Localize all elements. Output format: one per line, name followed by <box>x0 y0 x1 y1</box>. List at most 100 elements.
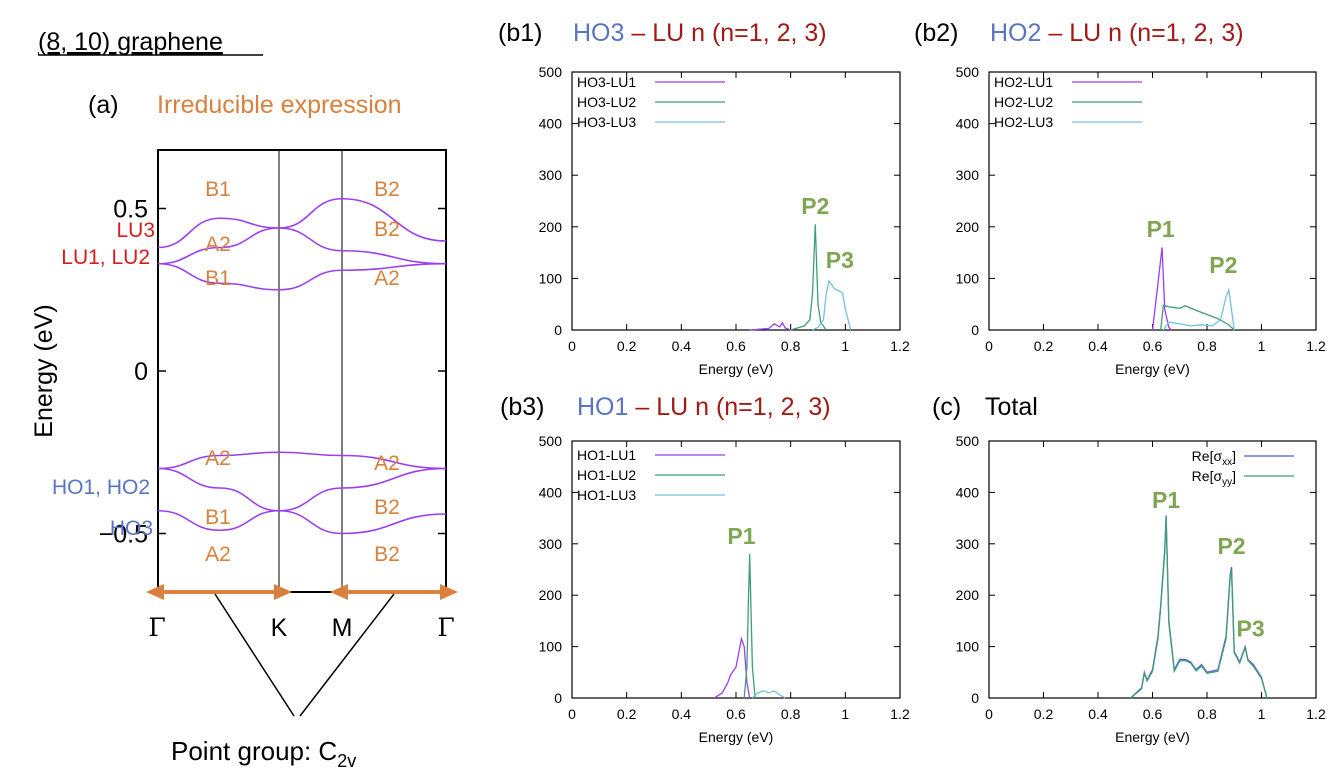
x-tick-label: 1.2 <box>1306 706 1326 722</box>
y-tick-label: 100 <box>956 270 980 286</box>
x-tick-label: 1.2 <box>1306 338 1326 354</box>
series-line-ho1-lu2 <box>743 554 756 699</box>
series-line-ho1-lu3 <box>751 690 786 699</box>
series-line-re-xx- <box>1130 515 1268 699</box>
x-tick-label: 0.6 <box>726 706 746 722</box>
plot-frame <box>988 440 1317 699</box>
legend-label: HO1-LU2 <box>577 467 636 483</box>
y-axis-label: Energy (eV) <box>30 304 58 437</box>
peak-label-p2: P2 <box>1217 533 1245 559</box>
y-tick-label: 400 <box>539 484 563 500</box>
x-tick-label: 1 <box>1258 706 1266 722</box>
y-tick-label: 400 <box>956 116 980 132</box>
plot-frame <box>988 71 1317 331</box>
legend-label: HO1-LU3 <box>577 487 636 503</box>
legend: HO2-LU1 HO2-LU2 HO2-LU3 <box>994 74 1142 130</box>
panel-a-heading: Irreducible expression <box>157 91 402 119</box>
legend-text: Re[σ <box>1192 448 1223 464</box>
band-line-ho3 <box>157 509 447 535</box>
k-point-label: Γ <box>437 613 454 642</box>
irrep-label: B2 <box>374 496 400 519</box>
band-line-lu1 <box>157 262 447 291</box>
panel-b1-title-lu: LU n (n=1, 2, 3) <box>652 19 826 47</box>
series-line-ho2-lu1 <box>1151 247 1173 331</box>
legend-label: HO2-LU1 <box>994 74 1053 90</box>
panel-b2-title: HO2 – LU n (n=1, 2, 3) <box>990 19 1244 47</box>
x-tick-label: 0.4 <box>672 706 692 722</box>
y-tick-label: 100 <box>539 639 563 655</box>
panel-b2-title-lu: LU n (n=1, 2, 3) <box>1069 19 1243 47</box>
y-tick-label: 0 <box>971 322 979 338</box>
y-tick-label: 200 <box>539 587 563 603</box>
panel-c-title: Total <box>985 393 1038 421</box>
band-plot-frame <box>157 149 447 593</box>
x-tick-label: 0.6 <box>1143 706 1163 722</box>
pointer-line-left <box>214 593 295 717</box>
legend-label: HO2-LU2 <box>994 94 1053 110</box>
x-tick-label: 0.8 <box>1197 706 1217 722</box>
legend-label: Re[σxx] <box>1192 448 1236 468</box>
x-tick-label: 1.2 <box>890 338 910 354</box>
spectrum-plot-b1: 0 0.2 0.4 0.6 0.8 1 1.2 0 100 200 300 400 500 Energy … <box>539 64 910 377</box>
legend-text: ] <box>1232 468 1236 484</box>
panel-b2-label: (b2) <box>914 19 958 47</box>
irrep-label: A2 <box>205 543 231 566</box>
panel-b2-title-dash: – <box>1041 19 1069 47</box>
level-label-ho1-ho2: HO1, HO2 <box>52 476 150 499</box>
peak-label-p3: P3 <box>826 247 854 273</box>
irrep-label: B1 <box>205 267 231 290</box>
legend: HO1-LU1 HO1-LU2 HO1-LU3 <box>577 447 725 503</box>
irrep-label: A2 <box>205 233 231 256</box>
y-tick-label: 400 <box>539 116 563 132</box>
peak-label-p3: P3 <box>1237 615 1265 641</box>
plot-frame <box>571 71 901 331</box>
series-line-ho3-lu2 <box>790 224 827 331</box>
irrep-label: B1 <box>205 506 231 529</box>
legend-label: Re[σyy] <box>1192 468 1236 488</box>
legend-subscript: yy <box>1222 477 1232 488</box>
series-line-ho2-lu2 <box>1160 304 1235 331</box>
y-tick-label: 300 <box>956 536 980 552</box>
series-line-ho2-lu3 <box>1162 287 1235 331</box>
series-line-ho3-lu1 <box>749 321 791 331</box>
irrep-label: B2 <box>374 218 400 241</box>
y-tick-label: 200 <box>956 219 980 235</box>
irrep-label: A2 <box>205 447 231 470</box>
m-gamma-arrow <box>330 584 458 600</box>
y-tick-label: −0.5 <box>99 521 148 549</box>
series-line-re-yy- <box>1130 518 1268 699</box>
y-tick-label: 500 <box>956 64 980 80</box>
panel-b1-title-dash: – <box>624 19 652 47</box>
y-tick-label: 0.5 <box>113 196 148 224</box>
spectrum-plot-c: 0 0.2 0.4 0.6 0.8 1 1.2 0 100 200 300 400 500 Energy … <box>956 433 1326 745</box>
legend-text: ] <box>1232 448 1236 464</box>
x-tick-label: 1 <box>841 338 849 354</box>
panel-a-label: (a) <box>88 91 119 119</box>
figure-title: (8, 10) graphene <box>38 28 223 56</box>
point-group-text: Point group: C <box>171 736 337 766</box>
x-tick-label: 0.4 <box>1088 706 1108 722</box>
y-tick-label: 200 <box>539 219 563 235</box>
irrep-label: B2 <box>374 178 400 201</box>
x-tick-label: 0 <box>985 338 993 354</box>
irrep-label: B2 <box>374 543 400 566</box>
k-point-label: Γ <box>148 613 165 642</box>
spectrum-plot-b3: 0 0.2 0.4 0.6 0.8 1 1.2 0 100 200 300 400 500 Energy … <box>539 433 910 745</box>
spectrum-plot-b2: 0 0.2 0.4 0.6 0.8 1 1.2 0 100 200 300 400 500 Energy … <box>956 64 1326 377</box>
x-tick-label: 0.2 <box>1034 706 1054 722</box>
x-axis-label: Energy (eV) <box>699 361 774 377</box>
panel-b3-title-lu: LU n (n=1, 2, 3) <box>656 393 830 421</box>
x-tick-label: 0.6 <box>1143 338 1163 354</box>
x-tick-label: 0.4 <box>672 338 692 354</box>
x-tick-label: 0.6 <box>726 338 746 354</box>
legend-label: HO3-LU3 <box>577 114 636 130</box>
y-tick-label: 300 <box>539 167 563 183</box>
legend-label: HO2-LU3 <box>994 114 1053 130</box>
x-tick-label: 0.2 <box>617 706 637 722</box>
band-line-lu3 <box>157 197 447 249</box>
x-tick-label: 0.8 <box>1197 338 1217 354</box>
y-tick-label: 0 <box>134 358 148 386</box>
point-group-label: Point group: C2v <box>171 736 356 771</box>
y-tick-label: 500 <box>539 433 563 449</box>
x-tick-label: 1 <box>841 706 849 722</box>
